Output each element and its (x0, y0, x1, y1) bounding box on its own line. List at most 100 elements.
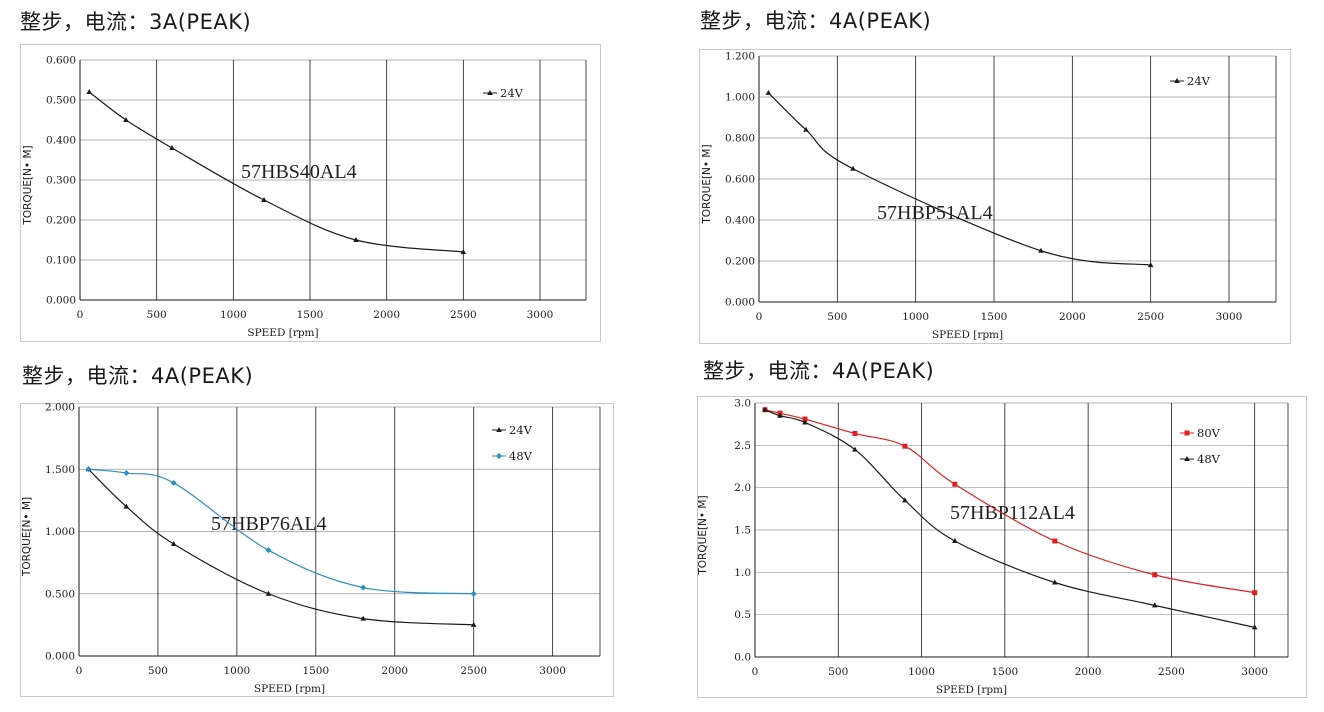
data-point (85, 466, 92, 473)
data-point (123, 117, 129, 122)
y-axis-label: TORQUE[N• M] (701, 144, 713, 224)
legend-swatch-marker (1184, 430, 1190, 436)
x-tick-label: 3000 (527, 309, 554, 321)
data-point (170, 540, 177, 546)
chart-heading: 整步，电流：4A(PEAK) (700, 9, 932, 33)
x-axis-label: SPEED [rpm] (254, 683, 325, 695)
data-point (265, 547, 272, 554)
data-point (261, 197, 267, 202)
x-tick-label: 1000 (224, 665, 251, 677)
x-tick-label: 1500 (991, 666, 1018, 678)
chart-heading: 整步，电流：4A(PEAK) (703, 359, 935, 383)
y-tick-label: 1.000 (45, 526, 75, 538)
x-tick-label: 3000 (539, 665, 566, 677)
data-point (902, 497, 908, 503)
x-tick-label: 500 (148, 665, 168, 677)
data-point (852, 430, 858, 436)
y-tick-label: 3.0 (734, 398, 751, 410)
legend-swatch-marker (1174, 78, 1180, 83)
x-tick-label: 2500 (1158, 666, 1185, 678)
model-label: 57HBP51AL4 (877, 202, 993, 224)
data-point (470, 621, 477, 627)
x-tick-label: 500 (147, 309, 167, 321)
y-tick-label: 1.0 (734, 567, 751, 579)
series-line-48v (764, 409, 1255, 628)
data-point (952, 481, 958, 487)
model-label: 57HBP76AL4 (211, 513, 327, 535)
y-tick-label: 0.000 (725, 297, 755, 309)
legend-entry-label: 48V (509, 449, 533, 463)
x-axis-label: SPEED [rpm] (936, 684, 1007, 696)
data-point (1038, 247, 1044, 253)
y-tick-label: 1.200 (725, 51, 755, 63)
y-axis-label: TORQUE[N• M] (697, 495, 709, 575)
data-point (169, 145, 175, 150)
x-tick-label: 1500 (297, 309, 324, 321)
data-point (802, 419, 808, 425)
y-tick-label: 0.300 (46, 175, 76, 187)
chart-frame (20, 44, 601, 342)
x-tick-label: 2000 (1075, 666, 1102, 678)
y-tick-label: 1.5 (734, 525, 751, 537)
chart-heading: 整步，电流：4A(PEAK) (22, 364, 254, 388)
data-point (952, 538, 958, 544)
data-point (1052, 579, 1058, 585)
data-point (470, 590, 477, 597)
data-point (803, 126, 809, 132)
data-point (1147, 262, 1154, 268)
legend-swatch-marker (487, 90, 493, 95)
x-tick-label: 0 (752, 666, 759, 678)
x-tick-label: 1000 (908, 666, 935, 678)
data-point (762, 406, 768, 412)
x-tick-label: 500 (828, 666, 848, 678)
x-tick-label: 2000 (381, 665, 408, 677)
y-tick-label: 0.0 (734, 652, 751, 664)
y-tick-label: 1.500 (45, 464, 75, 476)
x-tick-label: 0 (76, 665, 83, 677)
x-tick-label: 0 (77, 309, 84, 321)
x-tick-label: 1500 (302, 665, 329, 677)
legend-entry-label: 48V (1197, 452, 1221, 466)
x-tick-label: 1500 (981, 311, 1008, 323)
y-tick-label: 0.500 (45, 588, 75, 600)
chart-frame (699, 49, 1291, 344)
x-tick-label: 2000 (373, 309, 400, 321)
data-point (850, 165, 856, 171)
legend-swatch-marker (496, 427, 502, 432)
x-tick-label: 2500 (1137, 311, 1164, 323)
y-tick-label: 1.000 (725, 92, 755, 104)
data-point (86, 89, 92, 94)
y-tick-label: 0.100 (46, 255, 76, 267)
model-label: 57HBS40AL4 (241, 161, 357, 183)
x-tick-label: 2500 (450, 309, 477, 321)
data-point (852, 446, 858, 452)
data-point (123, 503, 130, 509)
data-point (123, 469, 130, 476)
x-axis-label: SPEED [rpm] (247, 327, 318, 339)
legend-entry-label: 24V (500, 86, 524, 100)
y-axis-label: TORQUE[N• M] (21, 497, 33, 577)
y-tick-label: 0.400 (725, 215, 755, 227)
y-tick-label: 0.5 (734, 609, 751, 621)
legend-swatch-marker (496, 453, 502, 459)
data-point (802, 416, 808, 422)
data-point (777, 412, 783, 418)
data-point (460, 249, 467, 254)
chart-frame (697, 396, 1307, 698)
data-point (1251, 624, 1258, 630)
x-tick-label: 500 (827, 311, 847, 323)
series-line-80v (764, 409, 1255, 594)
data-point (360, 584, 367, 591)
x-tick-label: 2500 (460, 665, 487, 677)
chart-frame (20, 403, 614, 697)
x-axis-label: SPEED [rpm] (932, 329, 1003, 341)
y-tick-label: 0.200 (725, 256, 755, 268)
x-tick-label: 1000 (902, 311, 929, 323)
x-tick-label: 3000 (1241, 666, 1268, 678)
y-tick-label: 0.600 (725, 174, 755, 186)
chart-heading: 整步，电流：3A(PEAK) (20, 10, 252, 34)
x-tick-label: 2000 (1059, 311, 1086, 323)
legend-entry-label: 80V (1197, 426, 1221, 440)
legend-entry-label: 24V (509, 423, 533, 437)
